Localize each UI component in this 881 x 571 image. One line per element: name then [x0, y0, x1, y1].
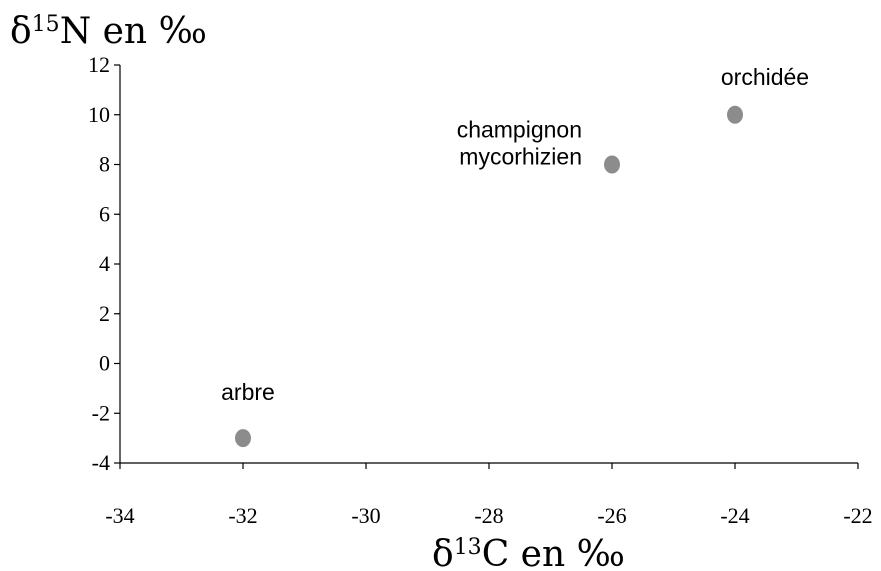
y-tick-label: 0: [99, 351, 110, 376]
y-tick-label: 12: [88, 52, 110, 77]
data-point-label: mycorhizien: [459, 144, 582, 170]
x-axis-label: δ13C en ‰: [432, 534, 625, 571]
y-tick-label: 4: [99, 251, 110, 276]
y-tick-label: 2: [99, 301, 110, 326]
data-point-label: orchidée: [721, 64, 809, 90]
y-tick-label: 6: [99, 201, 110, 226]
x-tick-label: -24: [720, 503, 749, 528]
x-tick-label: -34: [105, 503, 134, 528]
data-point: [604, 155, 620, 174]
x-tick-label: -22: [843, 503, 872, 528]
data-point: [235, 429, 251, 448]
y-tick-label: 8: [99, 152, 110, 177]
x-tick-label: -28: [474, 503, 503, 528]
y-tick-label: 10: [88, 102, 110, 127]
x-tick-label: -30: [351, 503, 380, 528]
data-point-label: champignon: [457, 117, 582, 143]
y-tick-label: -2: [92, 400, 110, 425]
data-point: [727, 105, 743, 124]
x-tick-label: -26: [597, 503, 626, 528]
data-point-label: arbre: [221, 379, 275, 405]
x-tick-label: -32: [228, 503, 257, 528]
y-axis-label: δ15N en ‰: [10, 11, 207, 52]
y-tick-label: -4: [92, 450, 110, 475]
